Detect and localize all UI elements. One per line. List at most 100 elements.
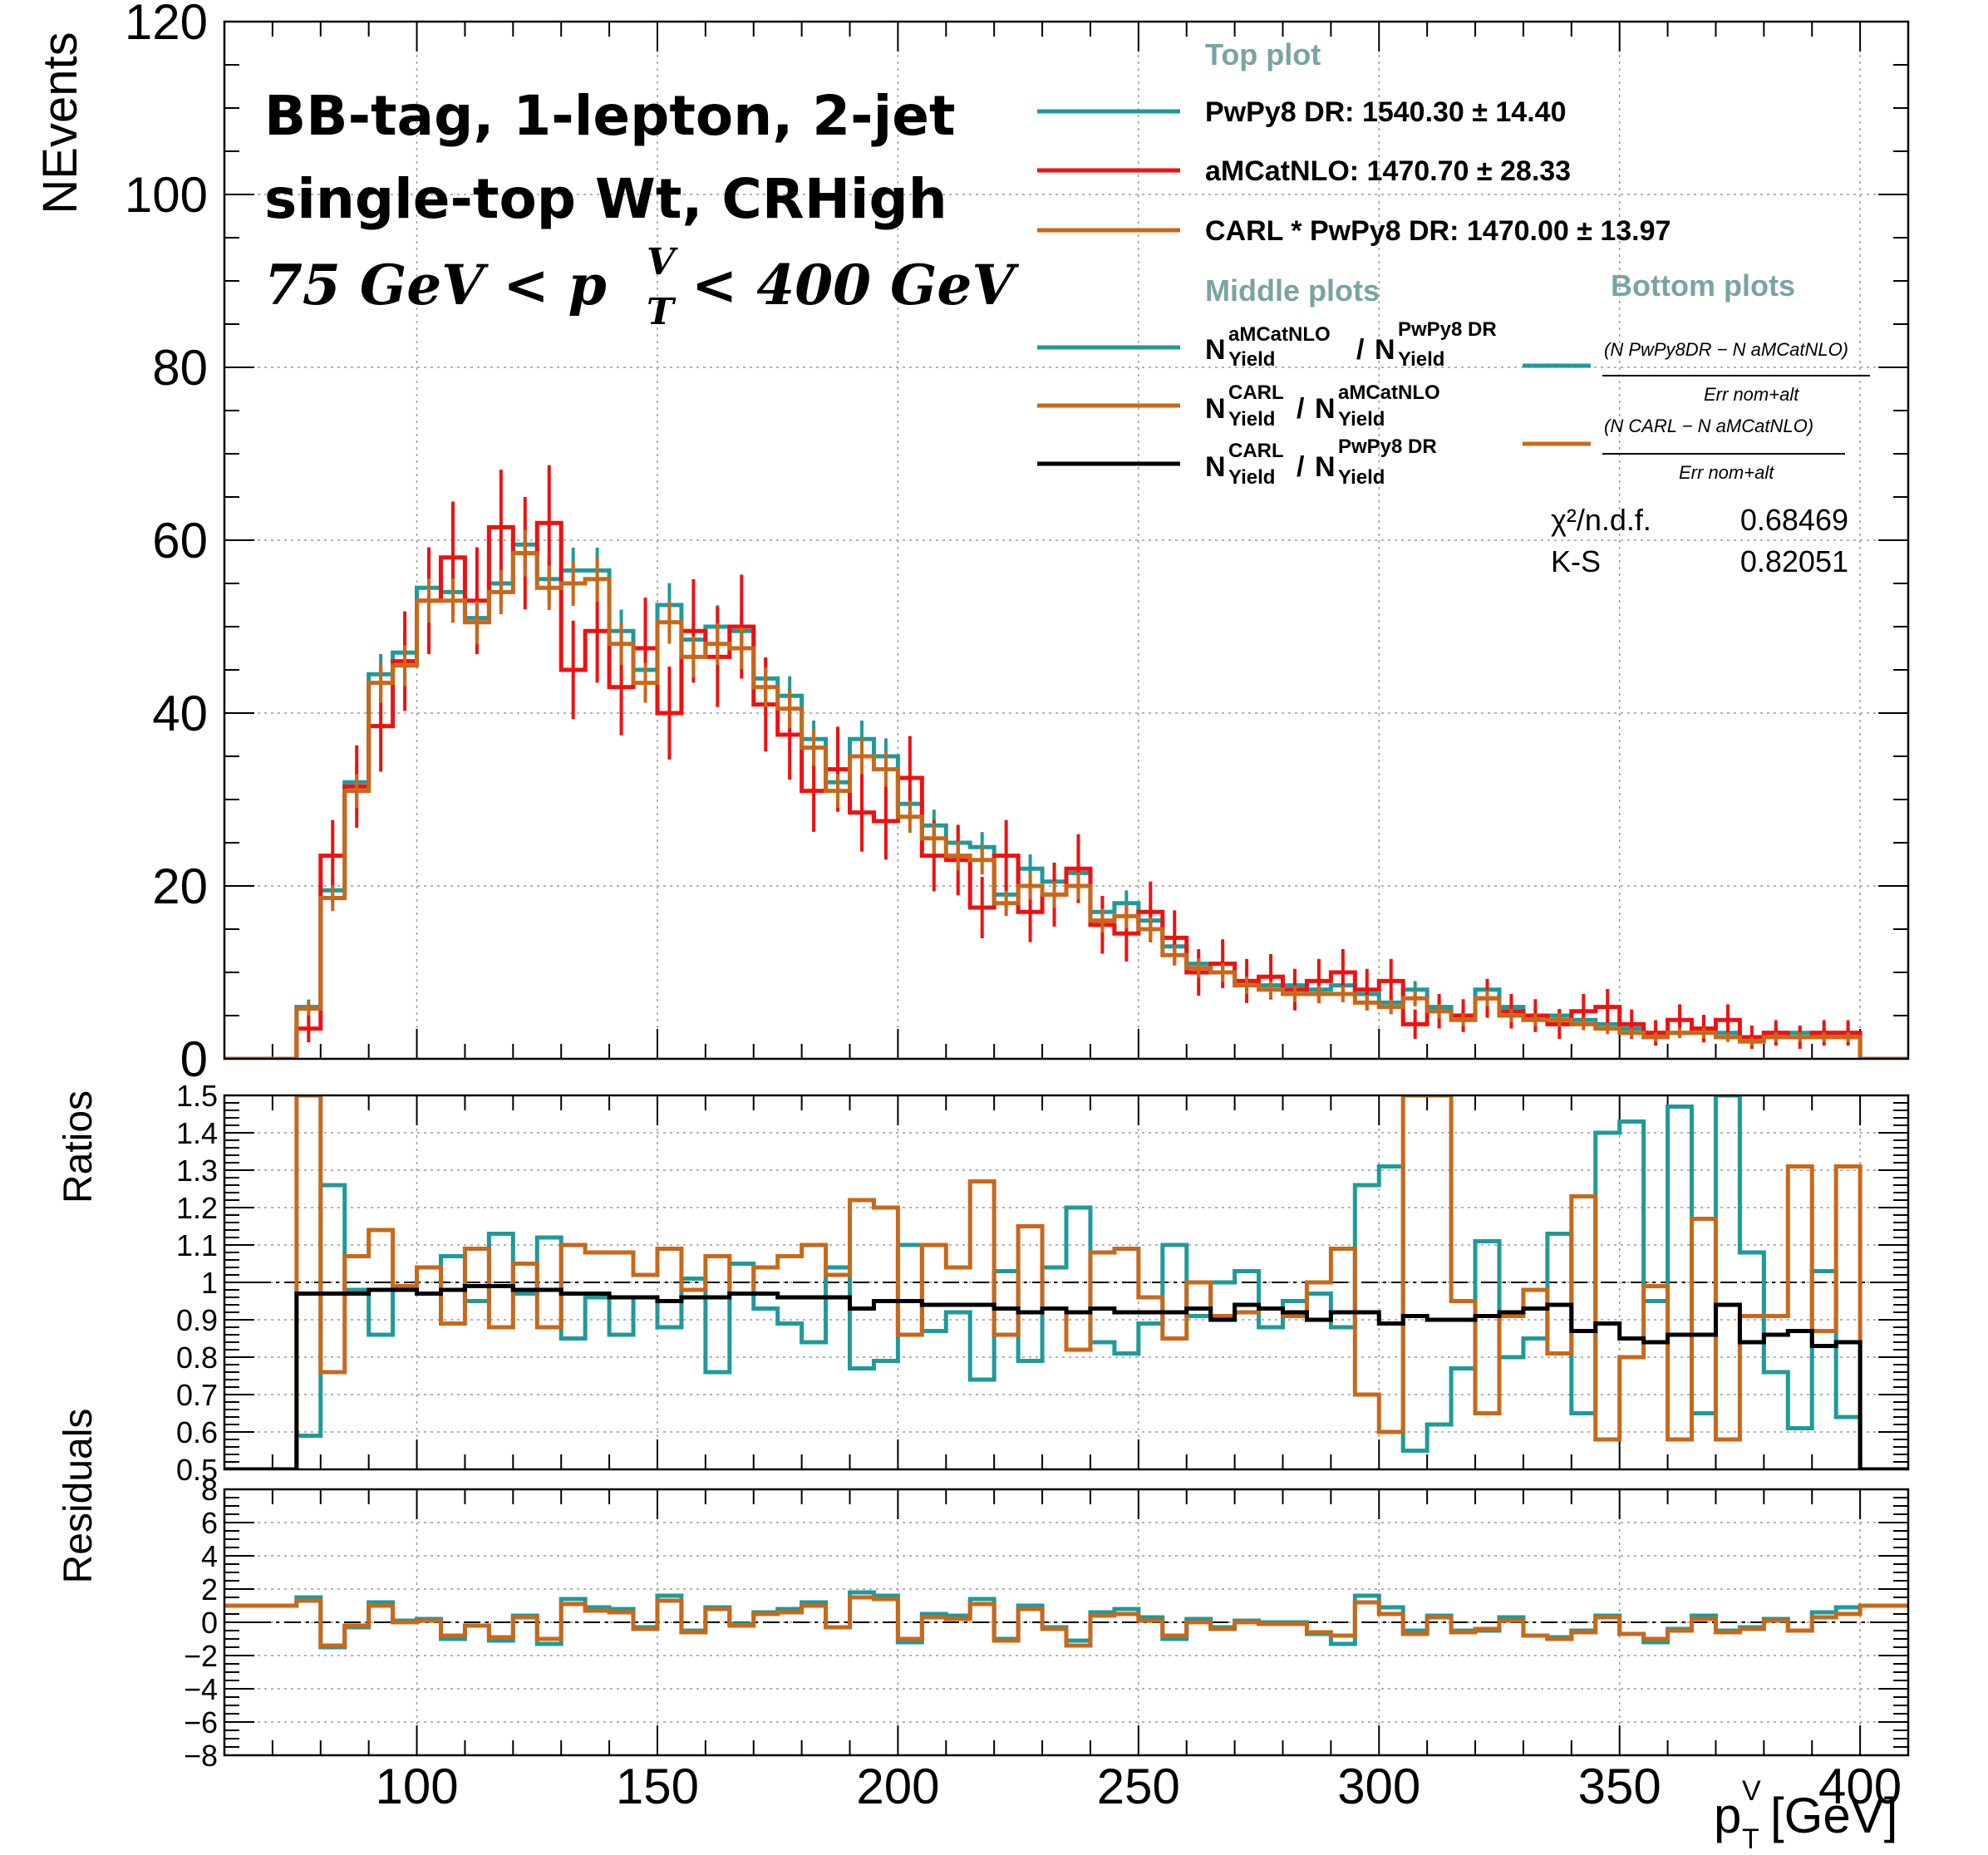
y-tick-label: 1.2: [176, 1191, 218, 1225]
svg-text:PwPy8 DR: PwPy8 DR: [1398, 318, 1497, 341]
legend-resid1: (N PwPy8DR − N aMCatNLO) Err nom+alt: [1602, 339, 1870, 405]
stat-chi2-value: 0.68469: [1740, 503, 1848, 537]
y-tick-label: 1.5: [176, 1079, 218, 1113]
y-tick-label: 1.4: [176, 1116, 218, 1150]
y-tick-label: −8: [184, 1739, 218, 1773]
x-tick-label: 100: [375, 1759, 458, 1814]
svg-text:/: /: [1297, 451, 1305, 483]
selection-annotation: BB-tag, 1-lepton, 2-jet single-top Wt, C…: [264, 84, 1019, 333]
panel-frame: [223, 20, 1910, 1060]
y-tick-label: 0: [201, 1606, 218, 1640]
y-tick-label: 0: [180, 1031, 208, 1087]
stat-ks-value: 0.82051: [1740, 544, 1848, 578]
stat-ks-label: K-S: [1551, 544, 1601, 578]
svg-text:N: N: [1375, 334, 1395, 366]
svg-text:(N PwPy8DR − N aMCatNLO): (N PwPy8DR − N aMCatNLO): [1604, 339, 1848, 360]
svg-text:Yield: Yield: [1338, 408, 1385, 431]
svg-text:p: p: [1714, 1788, 1741, 1843]
x-axis-label: p V T [GeV]: [1714, 1775, 1897, 1855]
y-tick-label: 0.8: [176, 1341, 218, 1375]
series-line-0-1: [224, 520, 1908, 1059]
annotation-sup: V: [647, 241, 678, 283]
series-group: [224, 1590, 1908, 1650]
y-tick-label: 80: [152, 340, 208, 396]
series-line-0-0: [224, 542, 1908, 1059]
svg-text:aMCatNLO: aMCatNLO: [1338, 381, 1440, 404]
svg-text:N: N: [1205, 334, 1226, 366]
legend-ratio3: N CARL Yield / N PwPy8 DR Yield: [1205, 435, 1437, 489]
series-line-1-2: [224, 1284, 1908, 1469]
y-tick-label: −6: [184, 1705, 218, 1739]
y-tick-label: 6: [201, 1506, 218, 1540]
y-tick-label: −2: [184, 1639, 218, 1673]
y-tick-label: 0.9: [176, 1303, 218, 1337]
legend-ratio2: N CARL Yield / N aMCatNLO Yield: [1205, 381, 1440, 431]
y-tick-label: 1.1: [176, 1228, 218, 1262]
x-tick-label: 200: [856, 1759, 939, 1814]
y-tick-label: 1: [201, 1266, 218, 1300]
y-tick-label: 0.7: [176, 1378, 218, 1412]
y-tick-label: 120: [125, 0, 208, 50]
y-axis-label-residual: Residuals: [57, 1409, 101, 1584]
y-axis-label-top: NEvents: [33, 32, 87, 214]
svg-text:CARL: CARL: [1228, 440, 1284, 462]
y-tick-label: 60: [152, 513, 208, 568]
svg-text:Yield: Yield: [1228, 408, 1275, 431]
annotation-line3b: < 400 GeV: [691, 253, 1019, 317]
annotation-sub: T: [647, 291, 677, 333]
y-axis-label-ratio: Ratios: [57, 1090, 101, 1203]
legend-bottom-header: Bottom plots: [1611, 268, 1795, 303]
legend-top-header: Top plot: [1205, 37, 1321, 71]
legend-item-amc: aMCatNLO: 1470.70 ± 28.33: [1205, 155, 1571, 187]
y-tick-label: 100: [125, 167, 208, 223]
y-tick-label: −4: [184, 1672, 218, 1706]
series-line-1-0: [224, 1095, 1908, 1469]
panel-frame: [223, 1094, 1910, 1471]
svg-text:CARL: CARL: [1228, 381, 1284, 404]
svg-text:(N CARL − N aMCatNLO): (N CARL − N aMCatNLO): [1604, 416, 1813, 436]
svg-text:N: N: [1205, 393, 1226, 425]
svg-text:V: V: [1742, 1775, 1761, 1807]
svg-text:N: N: [1315, 451, 1336, 483]
panel-frame: [223, 1488, 1910, 1757]
svg-text:PwPy8 DR: PwPy8 DR: [1338, 435, 1437, 458]
annotation-line1: BB-tag, 1-lepton, 2-jet: [264, 84, 956, 148]
x-tick-label: 250: [1097, 1759, 1180, 1814]
svg-text:Yield: Yield: [1338, 466, 1385, 489]
y-tick-label: 8: [201, 1473, 218, 1507]
svg-text:aMCatNLO: aMCatNLO: [1228, 323, 1331, 346]
y-tick-label: 0.6: [176, 1415, 218, 1449]
y-tick-label: 0.5: [176, 1453, 218, 1487]
svg-text:Yield: Yield: [1228, 466, 1275, 489]
svg-text:Yield: Yield: [1228, 348, 1275, 371]
series-line-1-1: [224, 1095, 1908, 1469]
legend-item-carl: CARL * PwPy8 DR: 1470.00 ± 13.97: [1205, 215, 1671, 247]
svg-text:N: N: [1205, 451, 1226, 483]
y-tick-label: 1.3: [176, 1154, 218, 1188]
x-tick-label: 150: [616, 1759, 699, 1814]
x-tick-label: 400: [1818, 1759, 1902, 1814]
annotation-line2: single-top Wt, CRHigh: [264, 167, 947, 231]
svg-text:T: T: [1742, 1823, 1759, 1855]
top-panel: 0 20 40 60 80 100 120: [125, 0, 1910, 1087]
series-group: [224, 465, 1908, 1059]
svg-text:/: /: [1297, 393, 1305, 425]
annotation-line3a: 75 GeV < p: [264, 253, 607, 317]
legend: Top plot PwPy8 DR: 1540.30 ± 14.40 aMCat…: [1037, 37, 1870, 578]
series-line-0-2: [224, 551, 1908, 1059]
y-tick-label: 2: [201, 1572, 218, 1607]
stat-chi2-label: χ²/n.d.f.: [1551, 503, 1651, 537]
y-tick-label: 40: [152, 686, 208, 741]
svg-text:/: /: [1356, 334, 1365, 366]
legend-resid2: (N CARL − N aMCatNLO) Err nom+alt: [1602, 416, 1845, 483]
svg-text:Err nom+alt: Err nom+alt: [1704, 384, 1799, 405]
legend-ratio1: N aMCatNLO Yield / N PwPy8 DR Yield: [1205, 318, 1497, 371]
x-tick-label: 350: [1578, 1759, 1661, 1814]
svg-text:Yield: Yield: [1398, 348, 1444, 371]
svg-text:Err nom+alt: Err nom+alt: [1679, 462, 1774, 483]
y-tick-label: 20: [152, 859, 208, 914]
y-tick-label: 4: [201, 1539, 218, 1573]
